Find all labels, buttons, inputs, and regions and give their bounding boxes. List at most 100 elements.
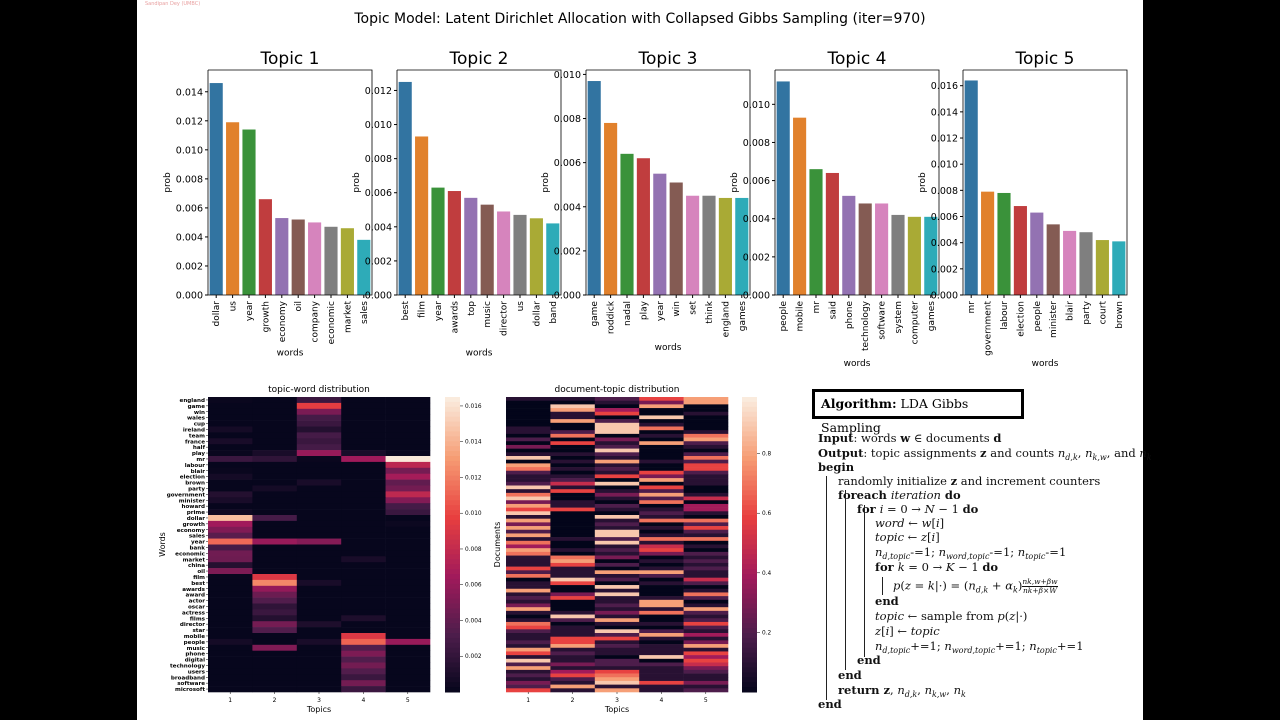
heatmap-cell [341,467,386,474]
colorbar-segment [742,416,757,423]
heatmap-cell [208,633,253,640]
colorbar-segment [445,495,460,501]
y-tick-label: 0.014 [931,107,958,118]
heatmap-cell [341,420,386,427]
y-tick-label: 0.008 [743,138,770,149]
heatmap-cell [594,680,640,685]
algorithm-line: for i = 0 → N − 1 do [857,502,978,516]
heatmap-cell [594,625,640,630]
heatmap-cell [639,585,684,590]
y-tick-label: howard [181,504,205,510]
heatmap-cell [252,638,298,646]
algorithm-name: LDA Gibbs Sampling [821,396,969,435]
heatmap-cell [506,677,551,682]
subscript: d,topic [882,646,911,655]
heatmap-cell [550,669,596,674]
heatmap-cell [385,556,431,563]
heatmap-cell [296,397,342,404]
x-tick-label: director [500,301,510,336]
heatmap-cell [252,408,298,415]
heatmap-cell [385,461,431,469]
algorithm-line: begin [818,460,854,474]
heatmap-cell [385,420,431,427]
colorbar-segment [742,475,757,482]
colorbar-segment [445,470,460,477]
colorbar-segment [445,628,460,634]
heatmap-cell [341,461,386,469]
x-tick-label: economic [327,301,337,344]
heatmap-cell [341,644,386,651]
heatmap-cell [341,456,386,463]
colorbar-segment [445,421,460,427]
heatmap-cell [296,414,342,421]
keyword: do [982,560,999,574]
heatmap-title: topic-word distribution [268,385,370,395]
algorithm-text: , [917,683,925,697]
heatmap-cell [385,497,431,504]
heatmap-cell [639,633,684,637]
heatmap-cell [341,674,386,681]
y-tick-label: election [180,475,205,481]
colorbar-segment [445,583,460,590]
heatmap-cell [296,591,342,598]
heatmap-cell [550,481,596,486]
bar [636,158,650,295]
keyword: foreach [838,488,891,502]
heatmap-cell [639,555,684,560]
subscript: word,topic [951,646,996,655]
bar [825,172,839,295]
heatmap-cell [683,533,729,538]
colorbar-segment [445,446,460,452]
heatmap-cell [639,618,684,623]
heatmap-cell [639,592,684,597]
heatmap-cell [208,414,253,421]
y-tick-label: 0.000 [743,291,770,302]
bar [1079,232,1093,295]
x-tick-label: think [705,300,715,323]
heatmap-cell [341,444,386,451]
colorbar-segment [742,593,757,600]
heatmap-cell [639,581,684,586]
heatmap-cell [683,585,729,590]
keyword: w [900,431,911,445]
heatmap-cell [550,581,596,586]
heatmap-cell [385,520,431,528]
heatmap-cell [683,456,729,460]
algorithm-text: -=1; [989,545,1018,559]
heatmap-cell [550,459,596,464]
heatmap-cell [506,680,551,685]
bar-chart-topic-2: best film year awards top music director us doll… [352,49,562,358]
algorithm-text: = 0 → [904,560,946,574]
heatmap-cell [550,618,596,623]
y-tick-label: england [180,398,205,404]
y-tick-label: oscar [188,604,205,610]
heatmap-cell [385,491,431,498]
heatmap-cell [550,400,596,405]
algorithm-text: -=1; [910,545,939,559]
x-tick-label: set [689,301,699,315]
x-tick-label: roddick [607,300,617,334]
x-tick-label: us [229,301,239,312]
y-tick-label: 0.006 [743,176,770,187]
heatmap-cell [506,492,551,497]
heatmap-cell [341,656,386,663]
heatmap-cell [550,599,596,604]
heatmap-cell [252,461,298,469]
heatmap-cell [550,485,596,490]
heatmap-cell [550,452,596,457]
y-axis-label: prob [352,172,362,193]
heatmap-cell [683,596,729,601]
colorbar-segment [742,574,757,580]
heatmap-cell [594,426,640,431]
heatmap-cell [506,463,551,468]
page-title: Topic Model: Latent Dirichlet Allocation… [354,11,926,27]
heatmap-cell [550,537,596,542]
heatmap-cell [296,402,342,410]
heatmap-cell [208,503,253,510]
heatmap-cell [341,491,386,498]
y-tick-label: sales [189,534,206,540]
heatmap-cell [252,544,298,551]
heatmap-cell [341,574,386,581]
bar [308,222,322,295]
heatmap-cell [550,666,596,671]
